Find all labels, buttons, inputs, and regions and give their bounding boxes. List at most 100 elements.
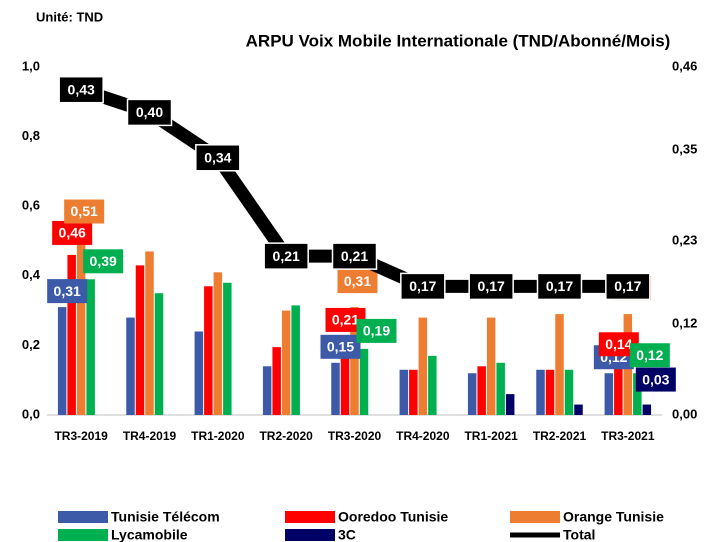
x-tick-label: TR2-2021 — [533, 429, 587, 443]
bar — [57, 307, 67, 415]
line-label-box — [468, 272, 514, 301]
bar — [145, 251, 154, 415]
line-label-box — [331, 242, 378, 270]
legend-label: Lycamobile — [111, 527, 188, 542]
bar — [505, 394, 515, 415]
data-label: 0,19 — [363, 323, 390, 339]
x-tick-label: TR1-2021 — [464, 429, 518, 443]
data-label-box — [64, 199, 105, 224]
data-label-box — [635, 367, 676, 392]
legend-swatch — [285, 529, 335, 541]
bar — [262, 366, 272, 415]
line-label-box — [605, 272, 651, 301]
data-label: 0,31 — [344, 273, 371, 289]
bar — [359, 348, 369, 415]
bar — [604, 373, 614, 415]
bar — [486, 317, 496, 415]
bar — [574, 404, 583, 415]
bar — [272, 347, 281, 415]
line-label-box — [536, 272, 583, 301]
y-tick-label: 0,2 — [22, 337, 40, 352]
data-label: 0,39 — [90, 253, 117, 269]
bar — [135, 265, 145, 415]
data-label: 0,03 — [642, 371, 669, 387]
bar — [213, 272, 223, 415]
legend-label: Orange Tunisie — [563, 509, 664, 525]
legend-swatch — [285, 511, 335, 523]
line-label-box — [126, 98, 173, 127]
bar — [350, 307, 359, 415]
bar — [340, 341, 350, 415]
y-tick-label: 0,0 — [22, 406, 40, 421]
x-tick-label: TR3-2021 — [601, 429, 655, 443]
y-tick-label: 1,0 — [22, 58, 40, 73]
bar — [467, 373, 477, 415]
data-label-box — [83, 249, 124, 274]
line-label-box — [58, 75, 104, 104]
data-label-box — [356, 318, 397, 343]
bar — [555, 314, 564, 415]
bar — [126, 317, 135, 415]
y2-tick-label: 0,12 — [672, 316, 697, 331]
data-label: 0,43 — [68, 81, 95, 97]
x-tick-label: TR1-2020 — [191, 429, 245, 443]
data-label: 0,51 — [71, 203, 98, 219]
line-label-box — [400, 272, 446, 301]
bar — [614, 366, 623, 415]
data-label-box — [320, 334, 361, 359]
data-label: 0,21 — [332, 312, 359, 328]
legend-label: Total — [563, 527, 595, 542]
y-tick-label: 0,8 — [22, 128, 40, 143]
x-tick-label: TR4-2019 — [123, 429, 177, 443]
data-label: 0,17 — [614, 278, 641, 294]
bar — [409, 369, 418, 415]
data-label-box — [52, 220, 93, 245]
y2-tick-label: 0,00 — [672, 406, 697, 421]
y-tick-label: 0,6 — [22, 198, 40, 213]
data-label-box — [47, 279, 88, 304]
bar — [204, 286, 213, 415]
bar — [331, 362, 340, 415]
x-tick-label: TR4-2020 — [396, 429, 450, 443]
bar — [536, 369, 545, 415]
bar — [564, 369, 574, 415]
bar — [418, 317, 428, 415]
data-label: 0,17 — [546, 278, 573, 294]
y2-tick-label: 0,46 — [672, 58, 697, 73]
chart-title: ARPU Voix Mobile Internationale (TND/Abo… — [246, 31, 671, 50]
bar — [642, 404, 652, 415]
y2-tick-label: 0,35 — [672, 142, 697, 157]
x-tick-label: TR3-2020 — [328, 429, 382, 443]
legend-swatch — [58, 511, 108, 523]
bar — [496, 362, 505, 415]
legend-label: Tunisie Télécom — [111, 509, 220, 525]
data-label: 0,15 — [327, 339, 354, 355]
bar — [223, 282, 232, 415]
bar — [76, 237, 86, 415]
bar — [477, 366, 486, 415]
line-label-box — [263, 242, 309, 270]
y-tick-label: 0,4 — [22, 267, 41, 282]
x-tick-label: TR2-2020 — [259, 429, 313, 443]
data-label: 0,40 — [136, 104, 163, 120]
bar — [154, 293, 164, 415]
data-label: 0,17 — [409, 278, 436, 294]
data-label: 0,34 — [204, 149, 231, 165]
data-label: 0,21 — [341, 248, 368, 264]
data-label: 0,17 — [478, 278, 505, 294]
bar — [399, 369, 409, 415]
bar — [633, 373, 642, 415]
data-label: 0,31 — [54, 283, 81, 299]
legend-swatch — [58, 529, 108, 541]
legend-swatch — [510, 511, 560, 523]
bar — [86, 279, 95, 415]
data-label: 0,12 — [636, 347, 663, 363]
bar — [291, 305, 300, 415]
data-label: 0,21 — [273, 248, 300, 264]
bar — [194, 331, 204, 415]
legend-label: Ooredoo Tunisie — [338, 509, 448, 525]
data-label-box — [629, 343, 670, 368]
line-label-box — [195, 144, 241, 172]
legend-label: 3C — [338, 527, 356, 542]
